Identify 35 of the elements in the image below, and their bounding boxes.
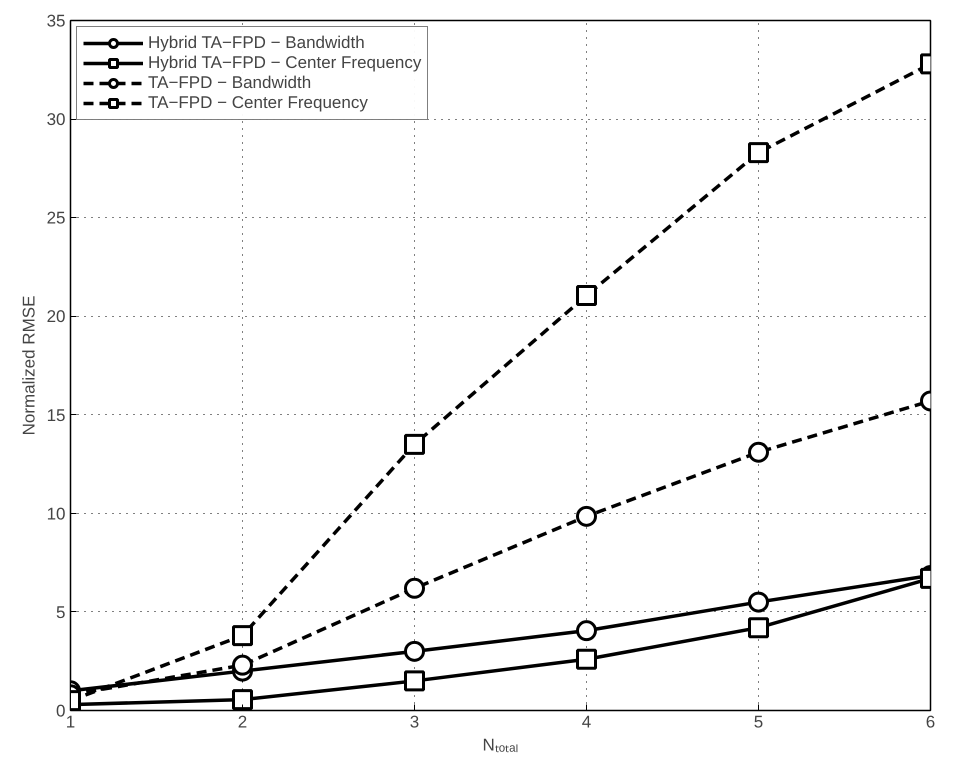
y-tick-label: 0 <box>56 702 66 720</box>
point <box>232 625 253 646</box>
x-tick-label: 6 <box>926 712 936 732</box>
x-axis-title: Nₜₒₜₐₗ <box>482 736 519 754</box>
x-tick-label: 5 <box>754 712 764 732</box>
point <box>748 617 769 638</box>
x-tick-label: 4 <box>582 712 592 732</box>
point <box>404 578 425 599</box>
y-tick-label: 5 <box>56 602 66 622</box>
y-tick-label: 35 <box>46 12 66 30</box>
legend-label: Hybrid TA−FPD − Center Frequency <box>148 53 422 73</box>
point <box>576 506 597 527</box>
point <box>404 640 425 662</box>
y-tick-label: 20 <box>46 307 66 326</box>
point <box>576 285 597 306</box>
point <box>232 689 253 710</box>
point <box>748 592 769 613</box>
point <box>748 142 769 164</box>
point <box>404 670 425 692</box>
point <box>576 620 597 642</box>
y-axis-title: Normalized RMSE <box>20 296 39 436</box>
y-tick-label: 30 <box>46 110 66 130</box>
point <box>404 434 425 455</box>
y-tick-label: 15 <box>46 406 66 425</box>
legend-label: TA−FPD − Center Frequency <box>148 93 368 113</box>
point <box>576 648 597 670</box>
point <box>748 442 769 463</box>
y-tick-label: 10 <box>46 504 66 524</box>
legend-label: TA−FPD − Bandwidth <box>148 73 312 93</box>
x-tick-label: 2 <box>238 712 248 732</box>
x-tick-label: 1 <box>66 712 76 732</box>
x-tick-label: 3 <box>410 712 420 732</box>
point <box>232 654 253 676</box>
y-tick-label: 25 <box>46 208 66 228</box>
legend-label: Hybrid TA−FPD − Bandwidth <box>148 33 365 53</box>
